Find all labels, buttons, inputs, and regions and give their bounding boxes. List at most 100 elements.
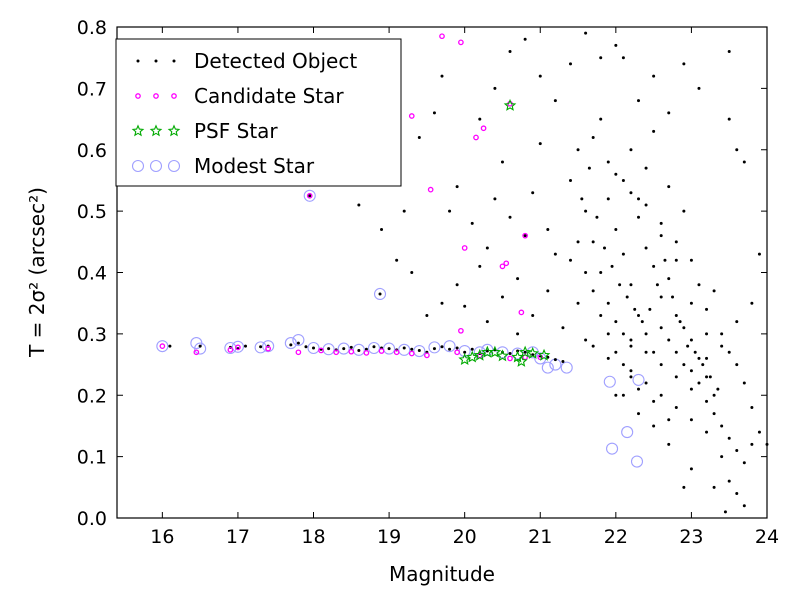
detected-object-point	[652, 424, 656, 428]
detected-object-point	[682, 485, 686, 489]
x-tick-label: 18	[301, 526, 325, 548]
detected-object-point	[659, 326, 663, 330]
detected-object-point	[508, 352, 512, 356]
candidate-star-point	[159, 343, 166, 349]
candidate-star-point	[518, 309, 525, 316]
detected-object-point	[621, 252, 625, 256]
detected-object-point	[493, 197, 497, 201]
detected-object-point	[637, 99, 641, 103]
detected-object-point	[606, 332, 610, 336]
detected-object-point	[576, 148, 580, 152]
detected-object-point	[644, 203, 648, 207]
x-tick-label: 17	[226, 526, 250, 548]
detected-object-point	[727, 50, 731, 54]
detected-object-point	[296, 341, 300, 345]
detected-object-point	[735, 363, 739, 367]
detected-object-point	[531, 191, 535, 195]
candidate-star-point	[227, 346, 234, 353]
detected-object-point	[568, 258, 572, 262]
detected-object-point	[304, 345, 308, 349]
candidate-star-point	[461, 245, 468, 251]
candidate-star-point	[363, 350, 370, 356]
modest-star-point	[630, 455, 644, 468]
detected-object-point	[674, 240, 678, 244]
detected-object-point	[682, 62, 686, 66]
detected-object-point	[644, 350, 648, 354]
detected-object-point	[629, 148, 633, 152]
psf-star-point	[458, 353, 471, 366]
detected-object-point	[705, 430, 709, 434]
detected-object-point	[629, 191, 633, 195]
detected-object-point	[584, 31, 588, 35]
detected-object-point	[603, 246, 606, 250]
modest-star-point	[606, 442, 619, 455]
detected-object-point	[705, 332, 709, 336]
modest-star-point	[603, 375, 616, 388]
detected-object-point	[463, 304, 467, 308]
detected-object-point	[667, 277, 671, 281]
detected-object-point	[508, 50, 512, 54]
x-tick-label: 16	[150, 526, 174, 548]
candidate-star-point	[235, 344, 241, 351]
modest-star-point	[284, 337, 297, 350]
detected-object-point	[599, 271, 603, 274]
detected-object-point	[652, 350, 656, 354]
detected-object-point	[553, 358, 557, 362]
detected-object-point	[727, 117, 731, 121]
detected-object-point	[591, 289, 595, 293]
modest-star-point	[194, 342, 207, 355]
modest-star-point	[413, 345, 426, 358]
legend-psf-star-label: PSF Star	[194, 119, 278, 143]
detected-object-point	[561, 326, 565, 330]
detected-object-point	[432, 347, 436, 351]
legend-detected-object-marker	[154, 59, 158, 63]
detected-object-point	[606, 160, 610, 164]
modest-star-point	[307, 341, 320, 355]
candidate-star-point	[503, 260, 510, 267]
detected-object-point	[493, 86, 497, 90]
detected-object-point	[342, 347, 346, 351]
detected-object-point	[652, 129, 656, 133]
detected-object-point	[750, 301, 754, 305]
detected-object-point	[614, 350, 618, 354]
detected-object-point	[701, 363, 705, 367]
modest-star-point	[383, 342, 396, 355]
detected-object-point	[448, 209, 452, 213]
modest-star-point	[541, 361, 554, 374]
detected-object-point	[606, 356, 610, 360]
psf-star-point	[526, 346, 540, 359]
legend-modest-star-marker	[167, 159, 181, 173]
detected-object-point	[546, 289, 550, 293]
y-tick-label: 0.4	[77, 263, 107, 285]
detected-object-point	[440, 345, 444, 349]
detected-object-point	[689, 418, 693, 422]
detected-object-point	[735, 320, 739, 324]
detected-object-point	[599, 117, 603, 121]
detected-object-point	[410, 347, 414, 351]
detected-object-point	[720, 344, 724, 348]
detected-object-point	[614, 393, 618, 397]
chart-marks	[156, 31, 769, 514]
modest-star-point	[560, 361, 573, 374]
legend-box	[115, 38, 402, 187]
detected-object-point	[198, 344, 202, 348]
detected-object-point	[364, 347, 368, 351]
detected-object-point	[712, 485, 716, 489]
psf-star-point	[515, 354, 528, 367]
detected-object-point	[652, 74, 656, 78]
detected-object-point	[614, 320, 618, 324]
modest-star-point	[443, 340, 456, 353]
detected-object-point	[674, 313, 678, 317]
detected-object-point	[757, 252, 761, 256]
detected-object-point	[689, 387, 693, 391]
candidate-star-point	[408, 113, 415, 119]
detected-object-point	[750, 442, 754, 446]
detected-object-point	[523, 37, 527, 41]
detected-object-point	[659, 234, 663, 238]
detected-object-point	[591, 344, 595, 348]
detected-object-point	[568, 178, 572, 182]
detected-object-point	[720, 332, 724, 336]
modest-star-point	[481, 343, 494, 356]
detected-object-point	[629, 369, 633, 373]
legend-candidate-star-marker	[153, 93, 159, 99]
